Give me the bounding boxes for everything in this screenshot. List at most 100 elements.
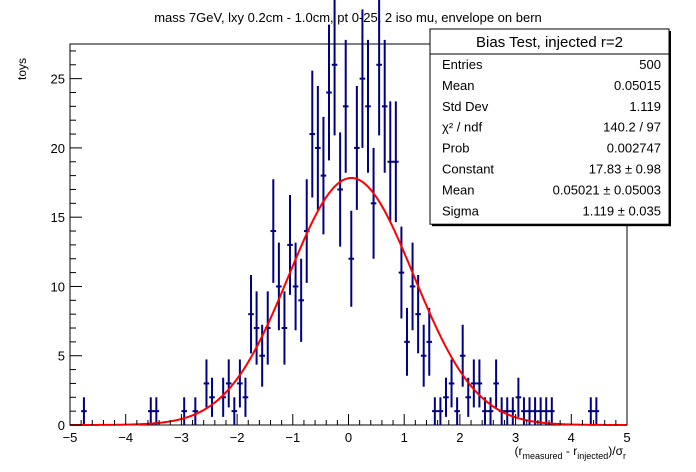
data-point [359, 9, 366, 148]
stats-value: 17.83 ± 0.98 [589, 162, 661, 177]
data-point [381, 39, 388, 173]
data-point [420, 324, 427, 387]
stats-label: Sigma [442, 203, 480, 218]
y-axis-label: toys [15, 58, 29, 80]
data-point [281, 291, 288, 365]
data-point [203, 359, 210, 408]
y-tick-label: 10 [51, 279, 65, 294]
x-axis-label: (rmeasured - rinjected)/σr [515, 444, 626, 461]
data-point [482, 397, 488, 425]
x-tick-label: 1 [401, 430, 408, 445]
data-point [309, 70, 316, 198]
data-point [454, 397, 460, 425]
x-tick-label: −5 [63, 430, 78, 445]
data-point [532, 397, 538, 425]
fit-curve [70, 176, 628, 426]
data-point [493, 359, 499, 408]
stats-value: 140.2 / 97 [603, 120, 661, 135]
stats-value: 0.002747 [607, 141, 661, 156]
data-point [287, 194, 293, 295]
y-tick-label: 0 [58, 418, 65, 433]
data-point [237, 359, 243, 408]
data-point [370, 147, 377, 259]
data-point [549, 397, 555, 425]
y-tick-label: 20 [51, 141, 65, 156]
data-point [593, 397, 600, 425]
data-point [588, 397, 594, 425]
data-point [209, 377, 215, 417]
data-point [393, 101, 399, 223]
data-point [337, 132, 343, 247]
stats-value: 1.119 [629, 99, 661, 114]
data-point [270, 179, 277, 283]
x-tick-label: 0 [345, 430, 352, 445]
y-tick-label: 15 [51, 210, 65, 225]
data-point [376, 0, 382, 136]
y-tick-label: 25 [51, 72, 65, 87]
data-point [225, 359, 232, 408]
data-point [242, 377, 249, 417]
data-point [342, 39, 349, 173]
stats-label: Mean [442, 182, 475, 197]
stats-label: χ² / ndf [442, 120, 482, 135]
data-point [387, 101, 394, 223]
data-point [315, 85, 321, 210]
stats-label: Mean [442, 78, 475, 93]
data-point [448, 359, 455, 408]
axes: −5 −4 −3 −2 −1 0 1 2 3 4 5 0 5 10 15 20 25 [51, 50, 631, 445]
data-point [192, 397, 199, 425]
data-point [147, 397, 154, 425]
stats-value: 500 [639, 57, 661, 72]
data-point [515, 377, 522, 417]
data-point [476, 359, 483, 408]
data-point [404, 307, 410, 376]
data-points [81, 0, 600, 425]
stats-value: 1.119 ± 0.035 [583, 203, 661, 218]
data-point [487, 397, 494, 425]
x-tick-label: −1 [285, 430, 300, 445]
stats-label: Std Dev [442, 99, 489, 114]
x-tick-label: 2 [456, 430, 463, 445]
data-point [437, 397, 444, 425]
stats-value: 0.05015 [614, 78, 661, 93]
x-tick-label: −2 [230, 430, 245, 445]
data-point [365, 39, 371, 173]
x-tick-label: −3 [174, 430, 189, 445]
x-tick-label: 4 [568, 430, 575, 445]
data-point [253, 291, 260, 365]
stats-value: 0.05021 ± 0.05003 [553, 182, 661, 197]
data-point [409, 242, 416, 331]
data-point [248, 274, 254, 354]
data-point [81, 397, 87, 425]
stats-label: Entries [442, 57, 483, 72]
x-tick-label: −4 [118, 430, 133, 445]
data-point [348, 210, 355, 307]
data-point [181, 397, 187, 425]
y-tick-label: 5 [58, 349, 65, 364]
data-point [471, 359, 477, 408]
stats-title: Bias Test, injected r=2 [476, 34, 623, 51]
x-tick-label: 3 [512, 430, 519, 445]
chart-title: mass 7GeV, lxy 0.2cm - 1.0cm, pt 0-25, 2… [154, 10, 542, 25]
data-point [331, 0, 338, 136]
data-point [510, 397, 516, 425]
data-point [443, 377, 449, 417]
data-point [426, 307, 433, 376]
stats-box: Bias Test, injected r=2 Entries 500 Mean 0.0… [429, 28, 671, 227]
x-tick-label: 5 [623, 430, 630, 445]
stats-label: Prob [442, 141, 469, 156]
data-point [231, 397, 238, 425]
data-point [537, 397, 544, 425]
data-point [504, 397, 511, 425]
data-point [543, 397, 550, 425]
data-point [354, 85, 360, 210]
data-point [153, 397, 160, 425]
data-point [320, 116, 327, 235]
data-point [432, 397, 438, 425]
data-point [276, 242, 282, 331]
stats-label: Constant [442, 162, 494, 177]
data-point [398, 226, 405, 319]
data-point [465, 377, 472, 417]
data-point [298, 258, 304, 342]
